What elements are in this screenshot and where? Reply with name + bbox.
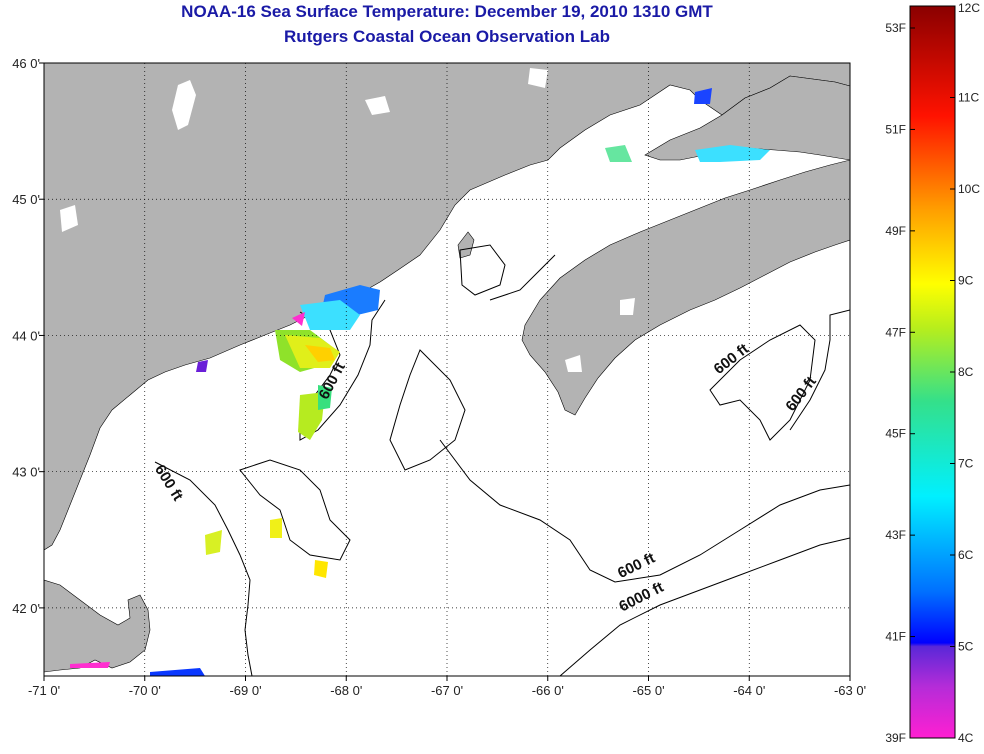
colorbar-celsius-labels: 12C 11C 10C 9C 8C 7C 6C 5C 4C [950, 1, 980, 745]
map-title: NOAA-16 Sea Surface Temperature: Decembe… [181, 2, 713, 21]
lake [365, 96, 390, 115]
fahrenheit-label: 51F [885, 122, 906, 136]
colorbar [909, 5, 956, 739]
lake [528, 68, 548, 88]
land-cape-cod [44, 579, 151, 673]
x-tick-label: -65 0' [632, 683, 664, 698]
lake [565, 355, 582, 372]
lake [172, 80, 196, 130]
land-mainland [44, 63, 850, 551]
celsius-label: 11C [958, 91, 979, 105]
fahrenheit-label: 47F [885, 325, 906, 339]
fahrenheit-label: 39F [885, 731, 906, 745]
y-tick-label: 44 0' [12, 328, 40, 343]
celsius-label: 10C [958, 182, 980, 196]
celsius-label: 8C [958, 365, 974, 379]
celsius-label: 5C [958, 640, 974, 654]
x-tick-label: -67 0' [431, 683, 463, 698]
fahrenheit-label: 43F [885, 528, 906, 542]
x-tick-label: -63 0' [834, 683, 866, 698]
fahrenheit-label: 41F [885, 630, 906, 644]
fahrenheit-label: 45F [885, 427, 906, 441]
x-tick-label: -68 0' [330, 683, 362, 698]
celsius-label: 9C [958, 274, 974, 288]
celsius-label: 7C [958, 457, 974, 471]
x-tick-label: -66 0' [532, 683, 564, 698]
longitude-axis: -71 0' -70 0' -69 0' -68 0' -67 0' -66 0' -65 … [28, 676, 866, 698]
celsius-label: 6C [958, 548, 974, 562]
x-tick-label: -70 0' [129, 683, 161, 698]
map-subtitle: Rutgers Coastal Ocean Observation Lab [284, 27, 610, 46]
land-nova-scotia [521, 159, 850, 416]
y-tick-label: 45 0' [12, 192, 40, 207]
fahrenheit-label: 49F [885, 224, 906, 238]
x-tick-label: -64 0' [733, 683, 765, 698]
celsius-label: 12C [958, 1, 980, 15]
latitude-axis: 46 0' 45 0' 44 0' 43 0' 42 0' [12, 56, 44, 616]
fahrenheit-label: 53F [885, 21, 906, 35]
y-tick-label: 46 0' [12, 56, 40, 71]
y-tick-label: 43 0' [12, 465, 40, 480]
sst-patches [70, 88, 770, 676]
x-tick-label: -69 0' [229, 683, 261, 698]
y-tick-label: 42 0' [12, 601, 40, 616]
depth-contours [154, 244, 850, 676]
lake [60, 205, 78, 232]
lake [620, 298, 635, 315]
colorbar-fahrenheit-labels: 53F 51F 49F 47F 45F 43F 41F 39F [885, 21, 915, 745]
celsius-label: 4C [958, 731, 974, 745]
x-tick-label: -71 0' [28, 683, 60, 698]
